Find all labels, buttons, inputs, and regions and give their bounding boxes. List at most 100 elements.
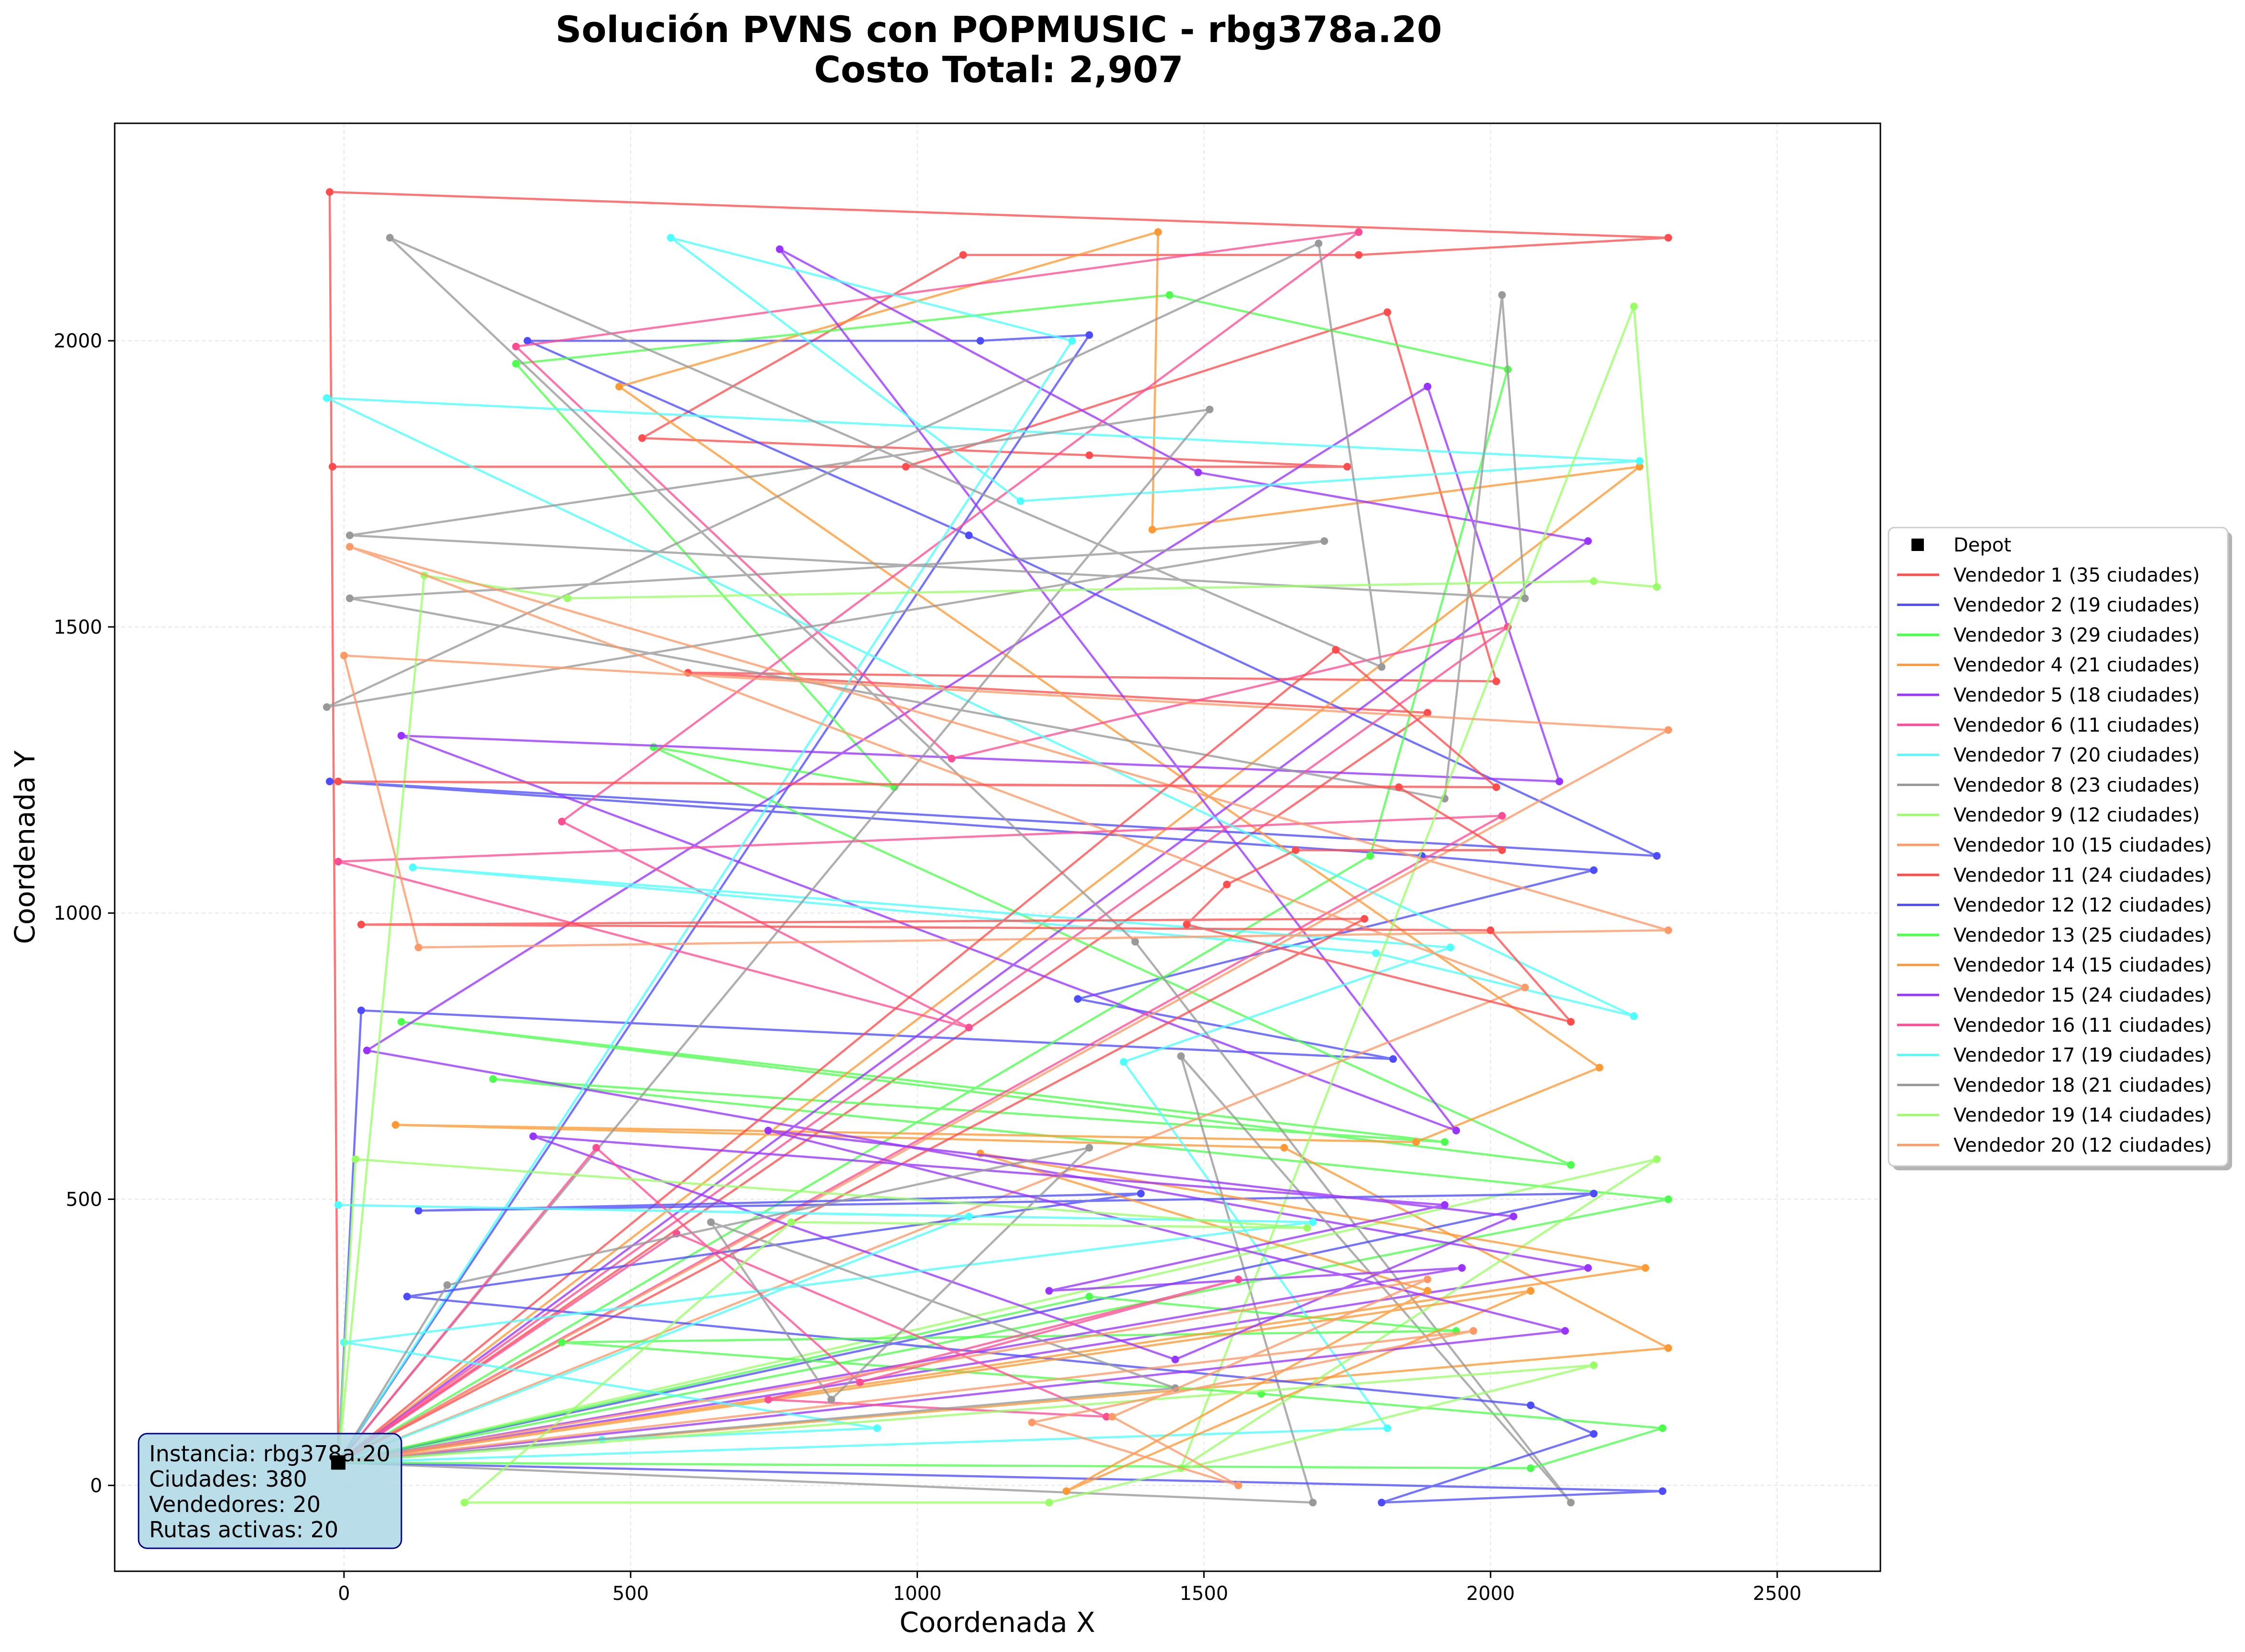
city-point	[1584, 537, 1592, 545]
info-line: Instancia: rbg378a.20	[149, 1441, 390, 1467]
y-tick-label: 500	[66, 1189, 102, 1211]
legend-entry: Vendedor 13 (25 ciudades)	[1954, 924, 2212, 946]
city-point	[460, 1499, 468, 1507]
city-point	[1567, 1018, 1575, 1026]
city-point	[1636, 457, 1644, 465]
city-point	[1183, 920, 1191, 929]
route-line	[337, 1158, 1595, 1504]
city-point	[1309, 1218, 1317, 1226]
city-point	[334, 1201, 342, 1209]
city-point	[1561, 1327, 1569, 1335]
info-line: Rutas activas: 20	[149, 1517, 338, 1543]
route-vendedor-1	[325, 188, 1673, 1464]
city-point	[1360, 915, 1369, 923]
city-point	[1102, 1413, 1111, 1421]
city-point	[414, 1207, 422, 1215]
city-point	[523, 337, 531, 345]
city-point	[1527, 1287, 1535, 1295]
city-point	[1584, 1264, 1592, 1272]
x-axis-label: Coordenada X	[899, 1606, 1095, 1639]
city-point	[357, 920, 365, 929]
legend-entry: Vendedor 1 (35 ciudades)	[1954, 564, 2200, 586]
city-point	[558, 818, 566, 826]
city-point	[959, 251, 967, 259]
city-point	[1366, 852, 1374, 860]
routes	[323, 188, 1673, 1507]
city-point	[1303, 1224, 1311, 1232]
city-point	[1498, 846, 1506, 854]
city-point	[1085, 1144, 1093, 1152]
city-point	[1596, 1064, 1604, 1072]
city-point	[1372, 949, 1380, 957]
city-point	[1045, 1287, 1053, 1295]
legend: Depot Vendedor 1 (35 ciudades) Vendedor 2 …	[1888, 527, 2232, 1170]
city-point	[1424, 382, 1432, 390]
city-point	[776, 245, 784, 253]
city-point	[1068, 337, 1076, 345]
city-point	[443, 1281, 451, 1289]
legend-entry: Vendedor 2 (19 ciudades)	[1954, 594, 2200, 616]
info-line: Ciudades: 380	[149, 1466, 307, 1492]
route-vendedor-6	[334, 228, 1512, 1464]
y-tick-label: 2000	[54, 330, 102, 352]
city-point	[1653, 1155, 1661, 1163]
city-point	[1653, 583, 1661, 591]
y-tick-label: 1000	[54, 903, 102, 925]
city-point	[340, 651, 348, 659]
x-tick-label: 0	[338, 1583, 350, 1605]
city-point	[1085, 331, 1093, 339]
city-point	[1590, 866, 1598, 874]
city-point	[1441, 1201, 1449, 1209]
city-point	[1510, 1212, 1518, 1220]
city-point	[1148, 526, 1156, 534]
city-point	[1521, 983, 1529, 992]
city-point	[1659, 1424, 1667, 1432]
city-point	[873, 1424, 881, 1432]
legend-entry: Vendedor 12 (12 ciudades)	[1954, 895, 2212, 917]
city-point	[1664, 1195, 1673, 1203]
route-vendedor-19	[337, 1155, 1598, 1507]
legend-entry: Vendedor 7 (20 ciudades)	[1954, 745, 2200, 767]
city-point	[1636, 463, 1644, 471]
city-point	[1108, 1413, 1116, 1421]
city-point	[1223, 880, 1231, 888]
legend-entry: Vendedor 11 (24 ciudades)	[1954, 864, 2212, 886]
city-point	[965, 1212, 973, 1220]
city-point	[325, 188, 334, 196]
city-point	[1521, 594, 1529, 603]
city-point	[558, 1338, 566, 1346]
city-point	[1120, 1058, 1128, 1066]
legend-entry: Vendedor 4 (21 ciudades)	[1954, 654, 2200, 676]
city-point	[1452, 1126, 1460, 1134]
y-axis-label: Coordenada Y	[9, 750, 41, 944]
city-point	[1590, 1189, 1598, 1198]
legend-entry: Vendedor 14 (15 ciudades)	[1954, 954, 2212, 976]
legend-entry: Vendedor 20 (12 ciudades)	[1954, 1134, 2212, 1156]
y-tick-label: 0	[90, 1475, 102, 1497]
city-point	[1085, 451, 1093, 459]
city-point	[1137, 1189, 1145, 1198]
city-point	[397, 732, 405, 740]
city-point	[1395, 783, 1403, 791]
x-tick-label: 2000	[1466, 1583, 1515, 1605]
city-point	[1166, 291, 1174, 299]
legend-entry: Vendedor 15 (24 ciudades)	[1954, 984, 2212, 1006]
city-point	[414, 943, 422, 951]
city-point	[1590, 1361, 1598, 1369]
city-point	[948, 755, 956, 763]
route-line	[337, 231, 1509, 1464]
city-point	[1412, 1138, 1420, 1146]
route-vendedor-5	[337, 245, 1592, 1464]
route-line	[337, 545, 1670, 1464]
city-point	[409, 863, 417, 871]
city-point	[1641, 1264, 1650, 1272]
city-point	[328, 463, 336, 471]
x-tick-label: 1000	[893, 1583, 942, 1605]
city-point	[1074, 995, 1082, 1003]
city-point	[1309, 1499, 1317, 1507]
city-point	[1446, 943, 1455, 951]
city-point	[1527, 1464, 1535, 1472]
city-point	[1424, 1287, 1432, 1295]
city-point	[1028, 1418, 1036, 1426]
city-point	[1469, 1327, 1478, 1335]
